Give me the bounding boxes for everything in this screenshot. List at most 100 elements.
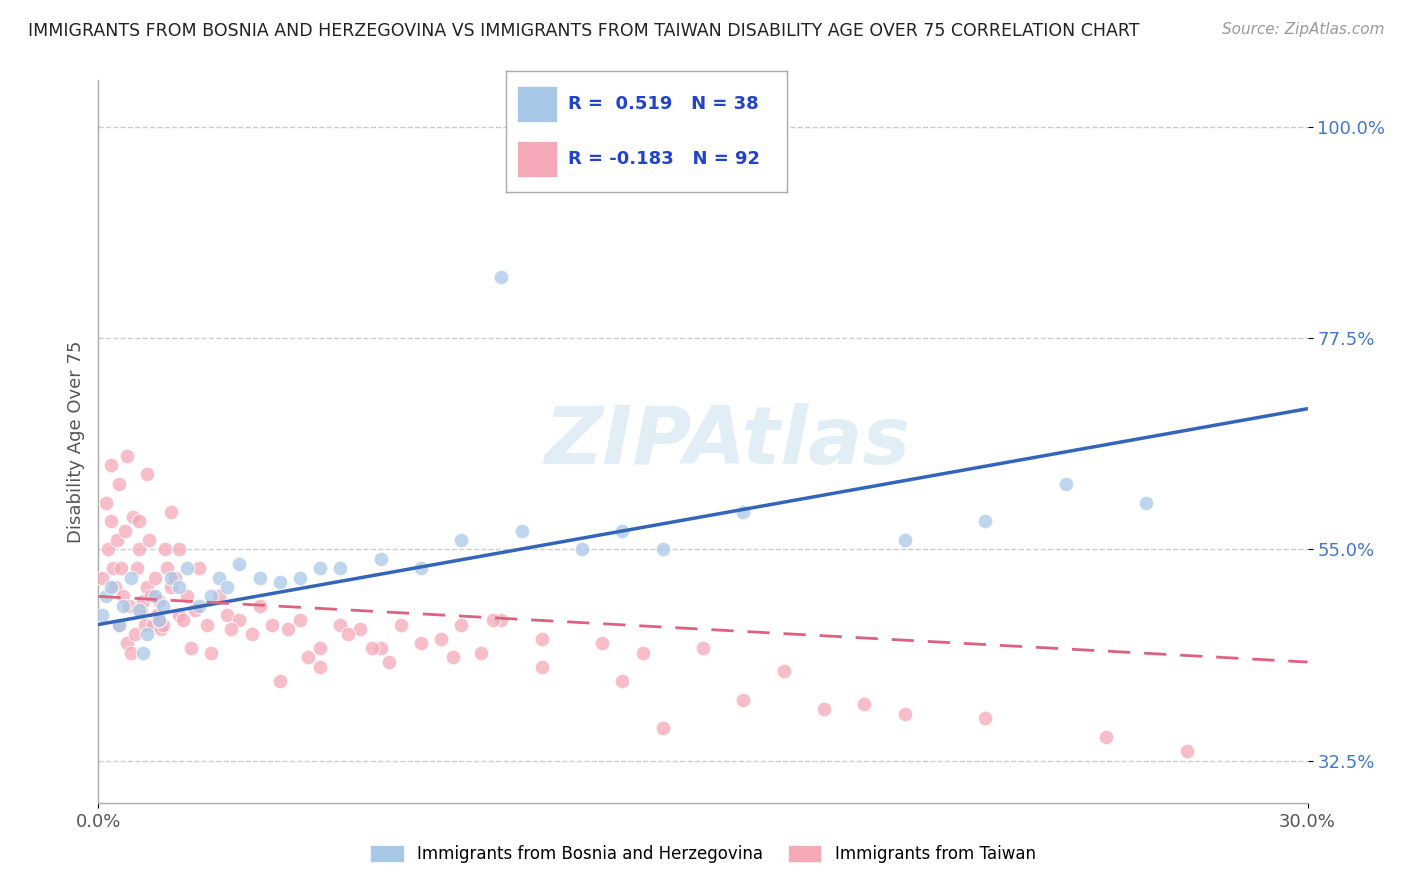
Point [733,505,755,519]
Text: Source: ZipAtlas.com: Source: ZipAtlas.com [1222,22,1385,37]
Point [91,571,114,585]
Point [361,640,384,655]
Point [132,594,155,608]
Point [118,599,141,613]
Point [329,561,352,575]
Point [221,622,243,636]
Point [240,627,263,641]
Point [139,590,162,604]
Point [208,590,231,604]
Point [591,636,613,650]
Point [571,542,593,557]
Point [156,561,179,575]
Bar [517,86,557,122]
Point [651,542,673,557]
Point [772,665,794,679]
Point [631,646,654,660]
Point [337,627,360,641]
Point [143,571,166,585]
Legend: Immigrants from Bosnia and Herzegovina, Immigrants from Taiwan: Immigrants from Bosnia and Herzegovina, … [370,845,1036,863]
Point [974,711,997,725]
Point [450,617,472,632]
Point [228,557,250,571]
Point [167,580,190,594]
Point [111,590,134,604]
Point [129,603,152,617]
Point [135,580,157,594]
Point [107,617,129,632]
Point [142,617,165,632]
Text: ZIPAtlas: ZIPAtlas [544,402,910,481]
Point [101,561,124,575]
Point [612,673,634,688]
Point [217,580,239,594]
Point [100,458,122,472]
Point [188,599,211,613]
Point [163,571,186,585]
Point [195,617,218,632]
Point [1095,730,1118,744]
Point [184,603,207,617]
Point [120,646,142,660]
Point [200,590,222,604]
Point [200,646,222,660]
Point [1175,744,1198,758]
Point [96,495,118,509]
Point [176,561,198,575]
Point [269,575,291,590]
Point [409,636,432,650]
Text: IMMIGRANTS FROM BOSNIA AND HERZEGOVINA VS IMMIGRANTS FROM TAIWAN DISABILITY AGE : IMMIGRANTS FROM BOSNIA AND HERZEGOVINA V… [28,22,1140,40]
Point [153,542,176,557]
Point [370,640,392,655]
Point [249,599,271,613]
Point [612,524,634,538]
Point [441,650,464,665]
Point [160,580,183,594]
Point [377,655,399,669]
Point [228,613,250,627]
Point [389,617,412,632]
Point [91,608,114,623]
Point [152,617,174,632]
Point [208,571,231,585]
Point [96,590,118,604]
Point [135,467,157,482]
Point [349,622,371,636]
Point [297,650,319,665]
Point [482,613,505,627]
Point [125,561,148,575]
Point [813,702,835,716]
Point [309,659,332,673]
Point [491,613,513,627]
Point [180,640,202,655]
Point [105,533,128,547]
Point [114,524,136,538]
Point [128,542,150,557]
Point [97,542,120,557]
Point [138,533,160,547]
Point [143,590,166,604]
Point [100,514,122,528]
Text: R = -0.183   N = 92: R = -0.183 N = 92 [568,150,761,169]
Point [160,505,183,519]
Point [146,608,169,623]
Point [149,622,172,636]
Point [277,622,299,636]
Point [269,673,291,688]
Point [470,646,492,660]
Point [124,627,146,641]
Point [167,608,190,623]
Point [309,640,332,655]
Point [893,533,915,547]
Point [115,636,138,650]
Point [1054,476,1077,491]
Point [288,613,311,627]
Point [1135,495,1157,509]
Point [217,608,239,623]
Point [974,514,997,528]
Point [128,603,150,617]
Point [309,561,332,575]
Point [450,533,472,547]
Point [893,706,915,721]
Point [430,632,453,646]
